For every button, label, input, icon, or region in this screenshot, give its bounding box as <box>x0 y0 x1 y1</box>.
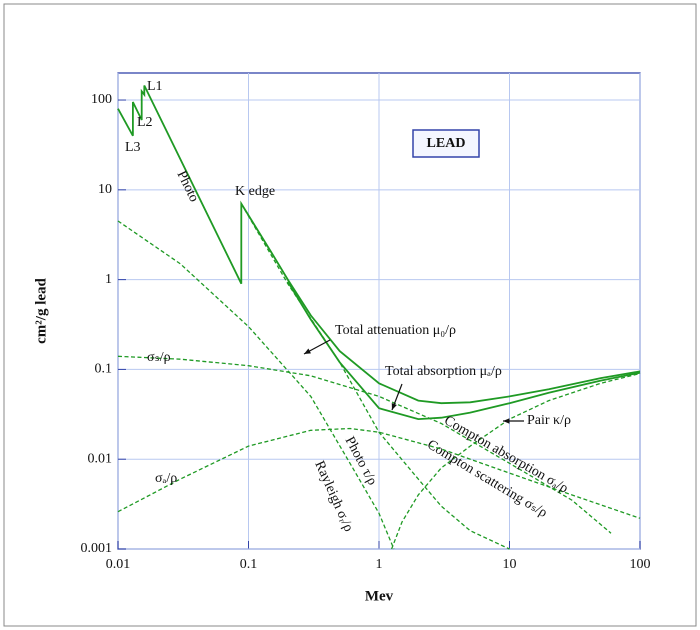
x-tick-label: 10 <box>503 557 517 572</box>
series-label: Total attenuation μ₀/ρ <box>335 323 456 338</box>
y-tick-label: 100 <box>91 92 112 107</box>
annotation: K edge <box>235 184 275 199</box>
annotation: σₛ/ρ <box>147 350 171 365</box>
chart: Mev cm²/g lead 0.010.11101000.0010.010.1… <box>0 0 700 630</box>
y-tick-label: 10 <box>98 182 112 197</box>
x-tick-label: 100 <box>630 557 651 572</box>
series-label: Pair κ/ρ <box>527 413 571 428</box>
x-axis-label: Mev <box>365 588 394 604</box>
x-tick-label: 1 <box>376 557 383 572</box>
x-tick-label: 0.1 <box>240 557 258 572</box>
y-axis-label: cm²/g lead <box>33 277 49 343</box>
y-tick-label: 0.001 <box>81 541 113 556</box>
annotation: L3 <box>125 140 141 155</box>
annotation: LEAD <box>427 136 466 151</box>
series-label: Total absorption μₐ/ρ <box>385 364 502 379</box>
annotation: σₐ/ρ <box>155 471 177 486</box>
annotation: L2 <box>137 115 153 130</box>
y-tick-label: 0.1 <box>95 362 113 377</box>
y-tick-label: 1 <box>105 272 112 287</box>
y-tick-label: 0.01 <box>88 451 113 466</box>
annotation: L1 <box>147 79 163 94</box>
x-tick-label: 0.01 <box>106 557 131 572</box>
